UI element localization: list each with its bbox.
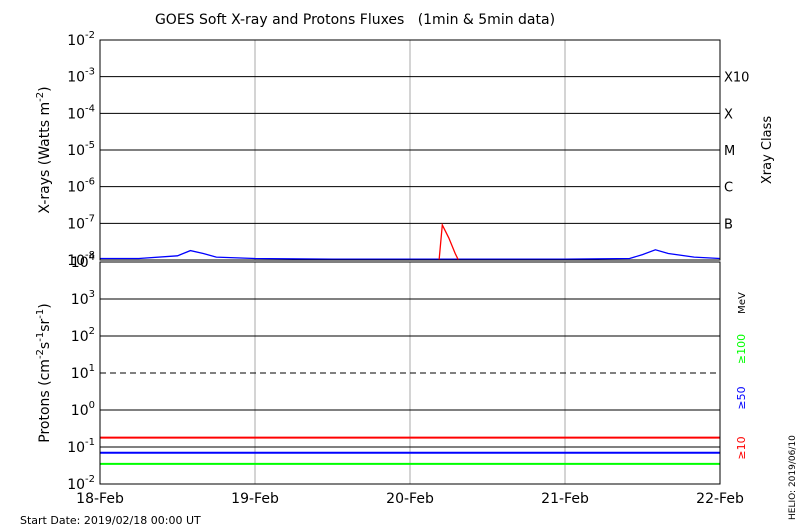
xray-y-axis: 10-8 10-7 10-6 10-5 10-4 10-3 10-2 — [67, 30, 95, 269]
proton-series — [100, 436, 720, 465]
proton-panel: 10-2 10-1 100 101 102 103 104 18-Feb 19-Feb 20-F… — [35, 252, 748, 507]
proton-y-tick-label: 103 — [71, 289, 95, 308]
xray-y-tick-label: 10-2 — [67, 30, 95, 49]
proton-y-tick-label: 104 — [71, 252, 95, 271]
xray-y-axis-label-close: ) — [37, 86, 53, 91]
proton-y-tick-label: 100 — [71, 400, 95, 419]
xray-class-label: C — [724, 181, 733, 196]
legend-entry: ≥100 — [735, 334, 748, 364]
xray-y-tick-label: 10-3 — [67, 67, 95, 86]
credit-label: HELIO: 2019/06/10 — [788, 435, 798, 520]
start-date: Start Date: 2019/02/18 00:00 UT — [20, 514, 201, 527]
proton-y-tick-label: 102 — [71, 326, 95, 345]
xray-class-label: X10 — [724, 71, 749, 86]
x-tick-label: 20-Feb — [386, 491, 434, 507]
proton-legend: ≥10 ≥50 ≥100 — [735, 334, 748, 460]
x-tick-label: 19-Feb — [231, 491, 279, 507]
chart-title: GOES Soft X-ray and Protons Fluxes (1min… — [155, 12, 555, 28]
xray-series — [100, 222, 721, 261]
legend-entry: ≥10 — [735, 436, 748, 459]
proton-y-tick-label: 101 — [71, 363, 95, 382]
xray-series-line — [438, 222, 459, 261]
xray-plot-frame — [99, 39, 721, 261]
x-tick-label: 22-Feb — [696, 491, 744, 507]
x-axis-date-labels: 18-Feb 19-Feb 20-Feb 21-Feb 22-Feb — [76, 491, 744, 507]
xray-class-label: B — [724, 217, 733, 232]
units-label: MeV — [737, 292, 748, 314]
xray-class-label: X — [724, 107, 733, 122]
xray-y-axis-label-exponent: -2 — [35, 92, 46, 102]
proton-decade-gridlines — [100, 298, 720, 448]
proton-plot-frame — [99, 261, 721, 485]
xray-y-tick-label: 10-6 — [67, 177, 95, 196]
xray-panel: 10-8 10-7 10-6 10-5 10-4 10-3 10-2 X10 X M C B X-r… — [35, 30, 775, 269]
xray-class-label: M — [724, 144, 735, 159]
proton-y-axis-label: Protons (cm-2s-1sr-1) — [35, 303, 53, 442]
x-tick-label: 21-Feb — [541, 491, 589, 507]
xray-y-tick-label: 10-7 — [67, 213, 95, 232]
xray-y-tick-label: 10-5 — [67, 140, 95, 159]
xray-class-axis-label: Xray Class — [760, 116, 775, 184]
proton-y-tick-label: 10-2 — [67, 474, 95, 493]
x-tick-label: 18-Feb — [76, 491, 124, 507]
xray-decade-gridlines — [100, 76, 720, 224]
xray-y-tick-label: 10-8 — [67, 250, 95, 269]
xray-y-axis-label-text: X-rays (Watts m — [37, 102, 53, 214]
xray-y-axis-label: X-rays (Watts m-2) — [35, 86, 53, 213]
xray-y-tick-label: 10-4 — [67, 103, 95, 122]
proton-y-tick-label: 10-1 — [67, 437, 95, 456]
proton-y-axis: 10-2 10-1 100 101 102 103 104 — [67, 252, 95, 493]
xray-series-line — [100, 249, 721, 260]
legend-entry: ≥50 — [735, 386, 748, 409]
xray-class-labels: X10 X M C B — [724, 71, 749, 233]
